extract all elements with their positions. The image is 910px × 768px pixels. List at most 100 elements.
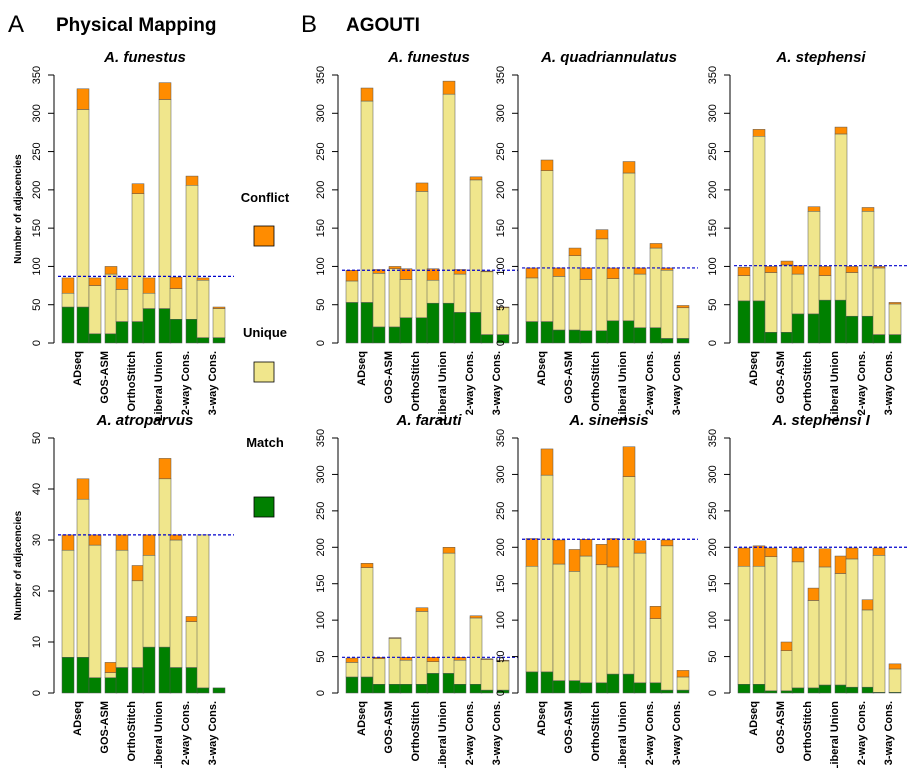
- bar-segment-conflict: [158, 458, 172, 480]
- bar-segment-unique: [415, 611, 429, 685]
- bar-segment-unique: [88, 285, 102, 335]
- bar-segment-unique: [872, 267, 886, 335]
- bar-segment-conflict: [399, 268, 413, 280]
- y-tick-label: 150: [315, 575, 327, 593]
- bar-segment-match: [399, 684, 413, 694]
- panel-letter-b: B: [301, 11, 317, 38]
- y-tick-label: 200: [495, 181, 507, 199]
- bar-segment-match: [196, 687, 210, 694]
- bar-segment-conflict: [764, 266, 778, 273]
- bar-segment-match: [104, 677, 118, 694]
- bar-segment-conflict: [169, 276, 183, 289]
- bar-segment-conflict: [552, 267, 566, 277]
- x-tick-label: OrthoStitch: [126, 351, 138, 412]
- bar-segment-match: [595, 682, 609, 694]
- x-tick-label: ADseq: [356, 351, 368, 386]
- bar-segment-unique: [649, 247, 663, 328]
- bar-segment-match: [595, 330, 609, 344]
- bar-segment-unique: [780, 650, 794, 692]
- x-tick-label: ADseq: [748, 701, 760, 736]
- legend-swatch-conflict: [253, 225, 275, 247]
- chart-panel-6: A. farauti 0 50 100 150 200 250 300 350 ADseq GOS-…: [315, 412, 518, 768]
- bar-segment-conflict: [142, 277, 156, 294]
- x-tick-label: OrthoStitch: [126, 701, 138, 762]
- bar-segment-conflict: [818, 548, 832, 568]
- bar-segment-conflict: [61, 277, 75, 294]
- y-tick-label: 250: [31, 142, 43, 160]
- bar-segment-match: [764, 332, 778, 344]
- bar-segment-match: [845, 315, 859, 344]
- y-tick-label: 350: [707, 429, 719, 447]
- bar-segment-match: [469, 684, 483, 694]
- bar-segment-match: [834, 684, 848, 694]
- legend-label-match: Match: [246, 435, 284, 450]
- y-tick-label: 150: [315, 219, 327, 237]
- y-tick-label: 300: [315, 104, 327, 122]
- y-tick-label: 350: [315, 429, 327, 447]
- bar-segment-unique: [780, 264, 794, 333]
- chart-panel-7: A. sinensis 0 50 100 150 200 250 300 350 ADseq GOS…: [495, 412, 698, 768]
- y-tick-label: 350: [495, 66, 507, 84]
- bar-segment-unique: [360, 567, 374, 678]
- bar-segment-match: [115, 321, 129, 344]
- bar-segment-unique: [737, 565, 751, 685]
- bar-segment-match: [426, 302, 440, 344]
- y-tick-label: 150: [707, 219, 719, 237]
- bar-segment-unique: [131, 580, 145, 668]
- bar-segment-conflict: [185, 175, 199, 186]
- bar-segment-match: [131, 667, 145, 694]
- bar-segment-conflict: [131, 183, 145, 194]
- bar-segment-match: [480, 689, 494, 694]
- bar-segment-conflict: [496, 306, 510, 309]
- bar-segment-conflict: [525, 267, 539, 279]
- bar-segment-unique: [469, 179, 483, 313]
- y-tick-label: 200: [707, 538, 719, 556]
- bar-segment-unique: [791, 273, 805, 315]
- bar-segment-unique: [185, 185, 199, 320]
- bar-segment-conflict: [579, 539, 593, 557]
- bar-segment-unique: [676, 307, 690, 339]
- bar-segment-unique: [115, 549, 129, 668]
- bar-segment-match: [212, 337, 226, 344]
- bar-segment-match: [158, 646, 172, 694]
- bar-segment-unique: [360, 100, 374, 303]
- x-tick-label: ADseq: [536, 351, 548, 386]
- y-axis-label: Number of adjacencies: [13, 510, 24, 620]
- bar-segment-match: [737, 300, 751, 344]
- bar-segment-match: [525, 321, 539, 344]
- bar-segment-unique: [807, 211, 821, 315]
- x-tick-label: Liberal Union: [617, 701, 629, 768]
- bar-segment-conflict: [606, 267, 620, 279]
- bar-segment-conflict: [104, 662, 118, 673]
- bar-segment-unique: [415, 191, 429, 318]
- bar-segment-unique: [212, 308, 226, 338]
- chart-title: A. funestus: [103, 49, 186, 66]
- bar-segment-unique: [480, 271, 494, 335]
- bar-segment-conflict: [415, 607, 429, 612]
- bar-segment-match: [415, 317, 429, 344]
- bar-segment-unique: [606, 278, 620, 322]
- y-tick-label: 100: [707, 257, 719, 275]
- y-tick-label: 10: [31, 636, 43, 648]
- bar-segment-match: [807, 687, 821, 694]
- bar-segment-unique: [888, 668, 902, 693]
- y-tick-label: 100: [495, 257, 507, 275]
- x-tick-label: 2-way Cons.: [856, 351, 868, 415]
- bar-segment-match: [453, 312, 467, 344]
- bar-segment-unique: [568, 571, 582, 681]
- bar-segment-conflict: [415, 182, 429, 192]
- bar-segment-conflict: [360, 87, 374, 102]
- bar-segment-match: [791, 687, 805, 694]
- y-tick-label: 350: [31, 66, 43, 84]
- bar-segment-conflict: [568, 549, 582, 572]
- y-tick-label: 20: [31, 585, 43, 597]
- bar-segment-match: [622, 320, 636, 344]
- x-tick-label: ADseq: [72, 701, 84, 736]
- y-tick-label: 250: [495, 502, 507, 520]
- bar-segment-match: [540, 671, 554, 694]
- bar-segment-conflict: [540, 159, 554, 171]
- x-tick-label: OrthoStitch: [802, 701, 814, 762]
- chart-panel-3: A. funestus 0 50 100 150 200 250 300 350 ADseq GOS…: [315, 49, 518, 421]
- bar-segment-match: [360, 302, 374, 344]
